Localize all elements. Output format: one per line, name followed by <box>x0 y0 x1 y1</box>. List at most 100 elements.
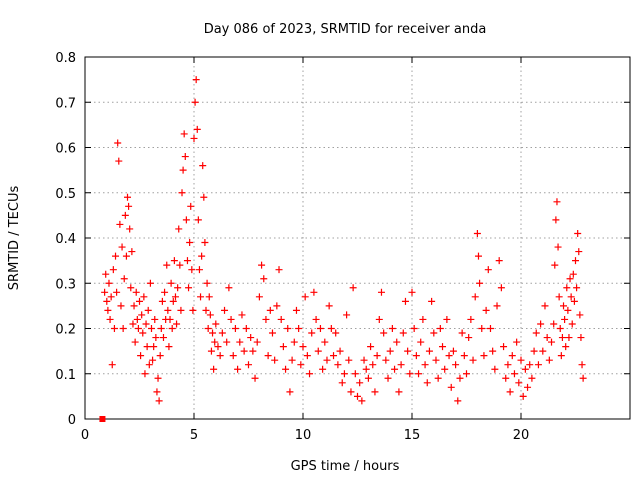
data-point <box>399 329 407 337</box>
data-point <box>116 220 124 228</box>
data-point <box>412 352 420 360</box>
data-point <box>168 325 176 332</box>
data-point <box>105 279 113 287</box>
data-point <box>171 293 179 301</box>
data-point <box>175 225 183 233</box>
data-point <box>506 388 514 396</box>
data-point <box>343 311 351 319</box>
data-point <box>139 329 147 337</box>
data-point <box>247 334 255 342</box>
data-point <box>566 275 574 283</box>
data-point <box>180 130 188 138</box>
data-point <box>112 252 120 260</box>
data-point <box>465 334 473 342</box>
data-point <box>510 370 518 378</box>
data-point <box>338 379 346 387</box>
data-point <box>447 383 455 391</box>
data-point <box>443 315 451 323</box>
data-point <box>124 193 132 201</box>
data-point <box>330 352 338 360</box>
data-point <box>384 374 392 382</box>
data-point <box>177 306 185 314</box>
data-point <box>515 379 523 387</box>
data-point <box>154 374 162 382</box>
data-point <box>144 306 152 314</box>
data-point <box>249 347 257 355</box>
data-point <box>362 365 370 373</box>
x-tick-label: 20 <box>513 428 530 443</box>
data-point <box>369 361 377 369</box>
data-point <box>410 325 418 332</box>
data-point <box>227 315 235 323</box>
data-point <box>209 329 217 337</box>
data-point <box>101 288 109 296</box>
data-point <box>432 356 440 364</box>
data-point <box>207 347 215 355</box>
data-point <box>441 365 449 373</box>
data-point <box>482 306 490 314</box>
data-point <box>351 370 359 378</box>
data-point <box>229 352 237 360</box>
data-point <box>197 293 205 301</box>
data-point <box>192 76 200 84</box>
data-point <box>310 288 318 296</box>
data-point <box>519 392 527 400</box>
data-point <box>121 211 129 219</box>
data-point <box>364 374 372 382</box>
data-point <box>152 334 160 342</box>
data-point <box>349 284 357 292</box>
data-point <box>574 229 582 237</box>
data-point <box>169 297 177 305</box>
data-point <box>182 216 190 224</box>
data-point <box>428 297 436 305</box>
data-point <box>126 225 134 233</box>
data-point <box>476 279 484 287</box>
data-point <box>286 388 294 396</box>
data-point <box>103 297 111 305</box>
data-point <box>292 306 300 314</box>
data-point <box>188 266 196 274</box>
data-point <box>203 279 211 287</box>
data-point <box>572 257 579 265</box>
data-point <box>114 139 122 147</box>
data-point <box>303 352 311 360</box>
data-point <box>185 284 193 292</box>
data-point <box>277 315 285 323</box>
data-point <box>136 297 143 305</box>
data-point <box>334 361 342 369</box>
data-point <box>497 284 505 292</box>
y-tick-label: 0.2 <box>55 323 76 338</box>
data-point <box>436 325 444 332</box>
data-point <box>576 311 584 319</box>
data-point <box>491 365 499 373</box>
data-point <box>189 306 197 314</box>
data-point <box>579 374 587 382</box>
data-point <box>255 293 263 301</box>
data-point <box>327 325 335 332</box>
data-point <box>122 252 130 260</box>
x-tick-label: 10 <box>295 428 312 443</box>
data-point <box>513 338 521 346</box>
data-point <box>130 302 138 310</box>
data-point <box>210 365 218 373</box>
data-point <box>174 284 182 292</box>
data-point <box>236 338 244 346</box>
x-tick-label: 0 <box>81 428 89 443</box>
data-point <box>178 189 186 197</box>
data-point <box>102 270 110 278</box>
data-point <box>500 343 508 351</box>
data-point <box>371 388 379 396</box>
data-point <box>131 338 139 346</box>
data-point <box>528 374 536 382</box>
data-point <box>147 325 155 332</box>
data-point <box>191 98 199 106</box>
data-point <box>543 334 551 342</box>
data-point <box>504 361 512 369</box>
data-point <box>561 315 569 323</box>
data-point <box>125 202 133 210</box>
data-point <box>532 329 540 337</box>
data-point <box>401 297 409 305</box>
data-point <box>143 343 151 351</box>
data-point <box>158 297 166 305</box>
data-point <box>478 325 486 332</box>
